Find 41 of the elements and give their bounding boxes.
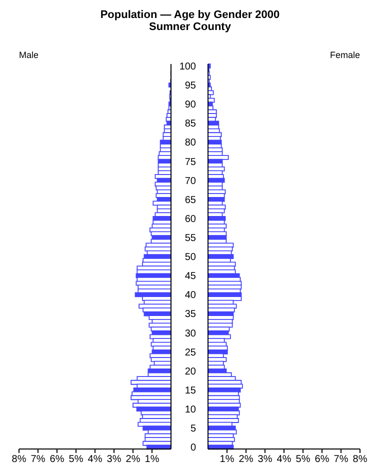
y-tick-label: 50 <box>184 252 196 264</box>
y-tick-label: 45 <box>184 271 196 282</box>
y-tick-label: 0 <box>190 442 196 454</box>
y-tick-label: 35 <box>184 309 196 320</box>
x-tick-label: 8% <box>352 454 368 466</box>
x-tick-label: 1% <box>220 454 234 466</box>
x-tick-label: 5% <box>296 454 310 466</box>
x-tick-label: 4% <box>88 454 102 466</box>
y-tick-label: 55 <box>184 232 196 244</box>
y-tick-label: 100 <box>179 61 196 72</box>
chart-title: Population — Age by Gender 2000 <box>99 9 281 21</box>
text: Male <box>19 50 39 60</box>
x-tick-label: 2% <box>238 454 254 466</box>
x-tick-label: 3% <box>106 454 122 466</box>
x-tick-label: 3% <box>258 454 272 466</box>
y-tick-label: 90 <box>184 100 196 111</box>
y-tick-label: 25 <box>184 347 196 358</box>
y-tick-label: 60 <box>184 214 196 225</box>
y-tick-label: 75 <box>184 156 196 168</box>
y-tick-label: 15 <box>184 385 196 396</box>
y-tick-label: 5 <box>190 424 196 435</box>
y-tick-label: 70 <box>184 176 196 187</box>
y-tick-label: 20 <box>184 366 196 378</box>
x-tick-label: 7% <box>30 454 46 466</box>
x-tick-label: 1% <box>144 454 160 466</box>
x-tick-label: 5% <box>68 454 84 466</box>
y-tick-label: 95 <box>184 80 196 92</box>
x-tick-label: 7% <box>334 454 348 466</box>
y-tick-label: 40 <box>184 290 196 302</box>
x-tick-label: 6% <box>314 454 330 466</box>
x-tick-label: 4% <box>276 454 292 466</box>
y-tick-label: 10 <box>184 404 196 416</box>
x-tick-label: 2% <box>126 454 140 466</box>
x-tick-label: 8% <box>12 454 26 466</box>
y-tick-label: 65 <box>184 194 196 206</box>
y-tick-label: 80 <box>184 138 196 149</box>
y-tick-label: 85 <box>184 118 196 130</box>
text: Female <box>330 50 360 60</box>
chart-subtitle: Sumner County <box>148 21 232 33</box>
x-tick-label: 6% <box>50 454 64 466</box>
y-tick-label: 30 <box>184 328 196 340</box>
